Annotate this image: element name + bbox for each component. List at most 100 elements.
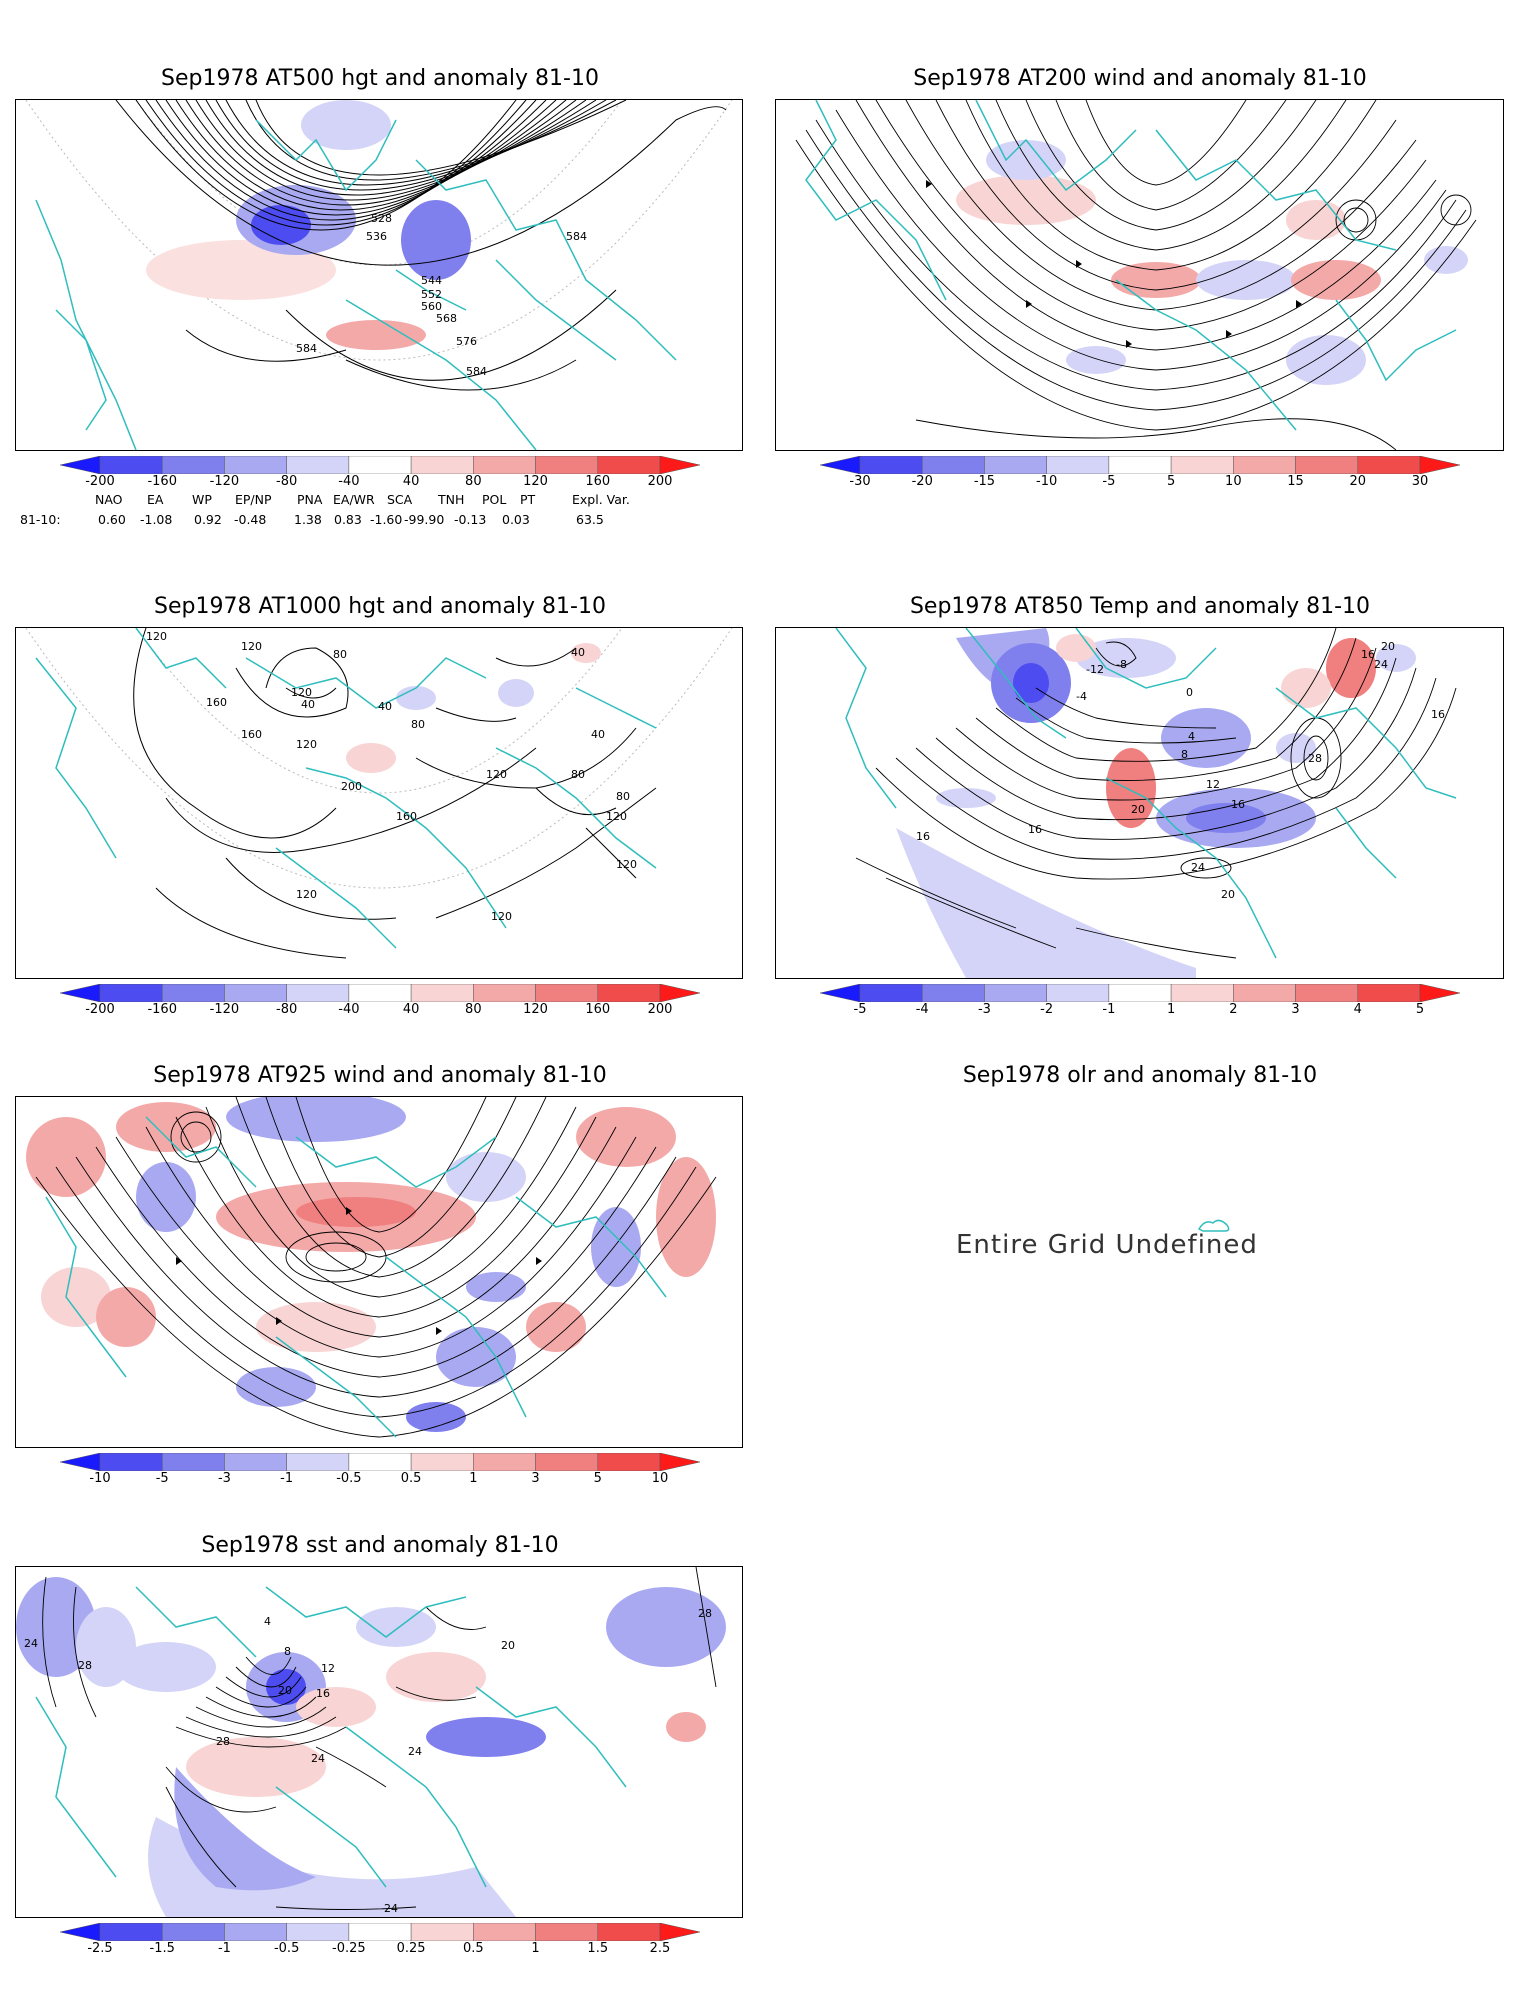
colorbar-box: [1170, 455, 1234, 475]
colorbar-tick-label: 120: [523, 474, 548, 489]
colorbar-arrow-left: [59, 455, 101, 475]
colorbar-tick-label: -10: [1036, 474, 1058, 489]
tele-value: 0.03: [502, 512, 530, 527]
colorbar-box: [597, 983, 661, 1003]
colorbar-tick-label: -1.5: [149, 1941, 175, 1956]
colorbar-labels-at200: -30 -20 -15 -10 -5 5 10 15 20 30: [820, 474, 1460, 490]
colorbar-tick-label: -160: [147, 474, 177, 489]
colorbar-tick-label: 200: [647, 1002, 673, 1017]
colorbar-tick-label: 200: [647, 474, 673, 489]
contour-label: 80: [411, 718, 425, 731]
colorbar-tick-label: 0.25: [396, 1941, 426, 1956]
colorbar-box: [1357, 455, 1421, 475]
contour-label: 544: [421, 274, 442, 287]
colorbar-tick-label: -20: [911, 474, 933, 489]
colorbar-tick-label: -1: [280, 1471, 294, 1486]
contour-label: 120: [491, 910, 512, 923]
colorbar-tick-label: 5: [593, 1471, 602, 1486]
panel-title-olr: Sep1978 olr and anomaly 81-10: [962, 1063, 1318, 1088]
colorbar-box: [597, 1452, 661, 1472]
contour-label: 40: [591, 728, 605, 741]
colorbar-tick-label: 3: [531, 1471, 540, 1486]
colorbar-box: [286, 1452, 350, 1472]
colorbar-tick-label: -200: [85, 474, 115, 489]
contour-label: 120: [296, 888, 317, 901]
colorbar-box: [1046, 983, 1110, 1003]
contour-label: 12: [1206, 778, 1220, 791]
colorbar-arrow-right: [659, 455, 701, 475]
map-svg-at925: [26, 1097, 717, 1438]
colorbar-tick-label: 40: [402, 1002, 420, 1017]
colorbar-arrow-left: [819, 983, 861, 1003]
panel-title-at200: Sep1978 AT200 wind and anomaly 81-10: [913, 66, 1367, 91]
colorbar-at500: [59, 455, 701, 475]
colorbar-box: [99, 983, 163, 1003]
contour-label: 552: [421, 288, 442, 301]
map-at200: [775, 99, 1504, 451]
colorbar-tick-label: -3: [217, 1471, 231, 1486]
colorbar-at850: [819, 983, 1461, 1003]
colorbar-tick-label: -5: [853, 1002, 867, 1017]
colorbar-tick-label: 5: [1166, 474, 1176, 489]
panel-title-at925: Sep1978 AT925 wind and anomaly 81-10: [153, 1063, 607, 1088]
colorbar-box: [410, 983, 474, 1003]
colorbar-box: [99, 1452, 163, 1472]
colorbar-box: [410, 455, 474, 475]
contour-label: 120: [486, 768, 507, 781]
colorbar-box: [597, 455, 661, 475]
colorbar-tick-label: -80: [276, 474, 298, 489]
contour-label: 4: [264, 1615, 271, 1628]
colorbar-svg: [59, 983, 701, 1003]
colorbar-labels-at1000: -200 -160 -120 -80 -40 40 80 120 160 200: [60, 1002, 700, 1018]
contour-label: 24: [311, 1752, 325, 1765]
contour-label: 584: [296, 342, 317, 355]
colorbar-arrow-right: [659, 1922, 701, 1942]
tele-value: -1.08: [140, 512, 173, 527]
colorbar-box: [1357, 983, 1421, 1003]
contour-label: 16: [316, 1687, 330, 1700]
colorbar-box: [348, 1452, 412, 1472]
colorbar-labels-at500: -200 -160 -120 -80 -40 40 80 120 160 200: [60, 474, 700, 490]
colorbar-box: [286, 455, 350, 475]
tele-value: -1.60: [370, 512, 403, 527]
contour-label: 120: [296, 738, 317, 751]
colorbar-tick-label: 2: [1229, 1002, 1238, 1017]
colorbar-box: [410, 1922, 474, 1942]
colorbar-tick-label: -0.5: [336, 1471, 362, 1486]
contour-label: 28: [1308, 752, 1322, 765]
colorbar-tick-label: -200: [85, 1002, 115, 1017]
tele-value: 1.38: [294, 512, 322, 527]
colorbar-tick-label: -1: [1102, 1002, 1116, 1017]
panel-title-sst: Sep1978 sst and anomaly 81-10: [201, 1533, 559, 1558]
colorbar-arrow-left: [819, 455, 861, 475]
colorbar-tick-label: -2.5: [87, 1941, 113, 1956]
colorbar-box: [1108, 983, 1172, 1003]
colorbar-tick-label: 120: [523, 1002, 548, 1017]
contour-label: 120: [616, 858, 637, 871]
contour-label: 8: [284, 1645, 291, 1658]
tele-header: EA: [147, 492, 164, 507]
colorbar-tick-label: -40: [338, 1002, 360, 1017]
tele-value: 0.83: [334, 512, 362, 527]
contour-label: 20: [1381, 640, 1395, 653]
colorbar-box: [1233, 455, 1296, 475]
tele-value: 63.5: [576, 512, 604, 527]
tele-header: EP/NP: [235, 492, 272, 507]
colorbar-tick-label: 2.5: [649, 1941, 671, 1956]
map-svg-sst: 24 28 4 8 12 16 20 24 28 20 24 28 24: [16, 1567, 726, 1917]
colorbar-box: [473, 1452, 536, 1472]
contour-label: 28: [698, 1607, 712, 1620]
colorbar-sst: [59, 1922, 701, 1942]
contour-label: 12: [321, 1662, 335, 1675]
colorbar-box: [1108, 455, 1172, 475]
colorbar-tick-label: 20: [1349, 474, 1367, 489]
colorbar-box: [224, 983, 287, 1003]
colorbar-box: [224, 455, 287, 475]
contour-label: 584: [466, 365, 487, 378]
colorbar-tick-label: -0.5: [273, 1941, 300, 1956]
tele-header: PT: [520, 492, 536, 507]
contour-label: 24: [408, 1745, 422, 1758]
colorbar-box: [286, 1922, 350, 1942]
colorbar-box: [1046, 455, 1110, 475]
contour-label: 0: [1186, 686, 1193, 699]
